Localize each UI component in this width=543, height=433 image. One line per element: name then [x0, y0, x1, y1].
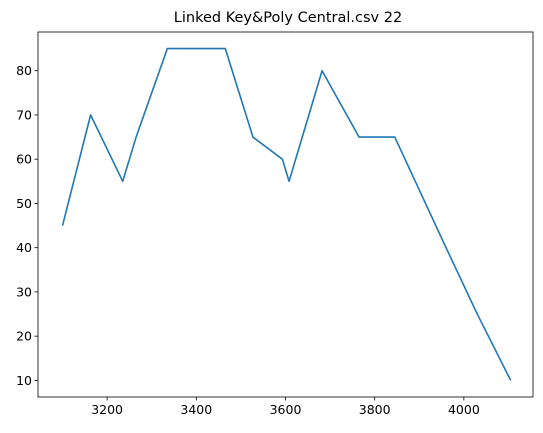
axes-layer: 3200 3400 3600 3800 4000 10 20 30 40 50 60 70 80: [16, 31, 534, 417]
y-tick-label: 80: [16, 63, 32, 78]
y-tick-label: 70: [16, 107, 32, 122]
y-tick-label: 10: [16, 373, 32, 388]
y-tick-label: 50: [16, 196, 32, 211]
plot-frame: [37, 31, 534, 398]
x-tick-label: 3800: [359, 402, 391, 417]
chart-title: Linked Key&Poly Central.csv 22: [174, 10, 402, 26]
x-tick-label: 4000: [448, 402, 480, 417]
y-tick-label: 40: [16, 240, 32, 255]
y-tick-label: 20: [16, 329, 32, 344]
series-line-1: [61, 47, 512, 381]
series-layer: [61, 47, 512, 381]
y-tick-label: 60: [16, 152, 32, 167]
x-tick-label: 3400: [180, 402, 212, 417]
x-tick-label: 3600: [270, 402, 302, 417]
x-tick-label: 3200: [91, 402, 123, 417]
y-tick-label: 30: [16, 284, 32, 299]
